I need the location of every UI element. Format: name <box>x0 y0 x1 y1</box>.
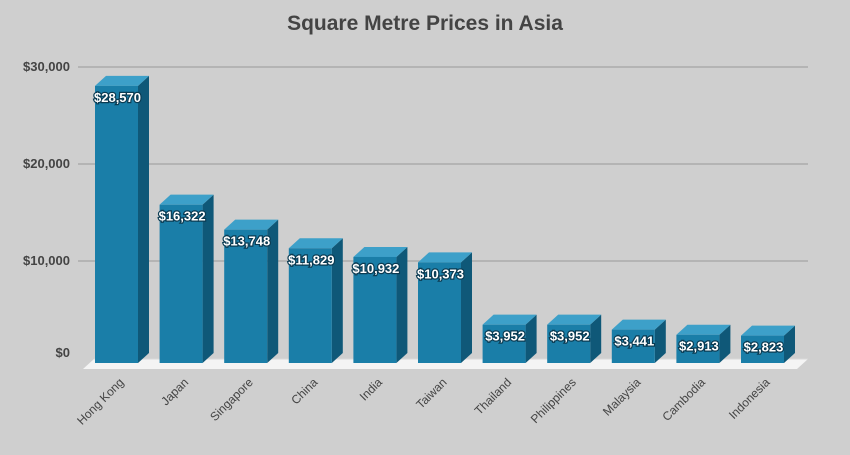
bar-front <box>676 334 720 363</box>
bar-top <box>741 325 795 336</box>
y-tick-label: $20,000 <box>23 156 70 171</box>
bar-top <box>95 75 149 86</box>
bar-top <box>676 324 731 335</box>
x-tick-label: Japan <box>158 375 191 408</box>
bar <box>611 319 666 363</box>
bar <box>95 75 149 363</box>
data-label: $3,441 <box>614 334 654 349</box>
x-tick-label: India <box>357 375 386 404</box>
bar <box>288 238 343 363</box>
data-label: $13,748 <box>223 234 270 249</box>
data-label: $11,829 <box>288 252 334 267</box>
data-label: $10,373 <box>417 266 464 281</box>
data-label: $28,570 <box>94 90 141 105</box>
x-tick-label: Hong Kong <box>74 375 126 427</box>
bar-side <box>719 324 731 363</box>
bar <box>353 246 408 363</box>
bar-top <box>288 238 343 249</box>
x-tick-label: Indonesia <box>726 375 773 422</box>
bar-front <box>611 329 655 363</box>
bar <box>547 314 602 363</box>
bar-top <box>547 314 602 325</box>
x-tick-label: Philippines <box>528 375 579 426</box>
bar-front <box>418 262 461 363</box>
bar-front <box>159 204 203 363</box>
bar-top <box>353 246 408 257</box>
bar-top <box>159 194 214 205</box>
bar-front <box>224 229 268 363</box>
bar-front <box>288 248 332 363</box>
bar-side <box>396 246 408 363</box>
bar <box>482 314 537 363</box>
bar-side <box>267 219 279 363</box>
x-tick-label: Singapore <box>207 375 256 424</box>
bar-side <box>590 314 602 363</box>
x-tick-label: China <box>288 375 320 407</box>
bar <box>224 219 279 363</box>
bar-side <box>654 319 666 363</box>
y-tick-label: $0 <box>56 345 70 360</box>
bar-side <box>138 75 149 363</box>
data-label: $2,823 <box>744 340 784 355</box>
bar-top <box>418 252 472 263</box>
x-tick-label: Taiwan <box>413 375 449 411</box>
bar-side <box>461 252 472 363</box>
bar-top <box>611 319 666 330</box>
bar-side <box>784 325 795 363</box>
data-label: $3,952 <box>550 329 590 344</box>
y-tick-label: $30,000 <box>23 59 70 74</box>
bar-front <box>482 324 526 363</box>
data-label: $10,932 <box>352 261 399 276</box>
bar-front <box>353 256 397 363</box>
x-tick-label: Malaysia <box>600 375 644 419</box>
chart-title: Square Metre Prices in Asia <box>287 12 563 35</box>
data-label: $16,322 <box>159 209 206 224</box>
bar <box>676 324 731 363</box>
bar-side <box>331 238 343 363</box>
bar-top <box>224 219 279 230</box>
x-tick-label: Thailand <box>472 375 514 417</box>
x-tick-label: Cambodia <box>659 375 708 424</box>
bar <box>159 194 214 363</box>
bar-front <box>741 335 784 363</box>
bar-side <box>202 194 214 363</box>
bar-side <box>525 314 537 363</box>
bar-top <box>482 314 537 325</box>
data-label: $2,913 <box>679 339 719 354</box>
bar <box>741 325 795 363</box>
bar-front <box>547 324 591 363</box>
bar-front <box>95 85 138 363</box>
bar <box>418 252 472 363</box>
y-tick-label: $10,000 <box>23 253 70 268</box>
data-label: $3,952 <box>485 329 525 344</box>
